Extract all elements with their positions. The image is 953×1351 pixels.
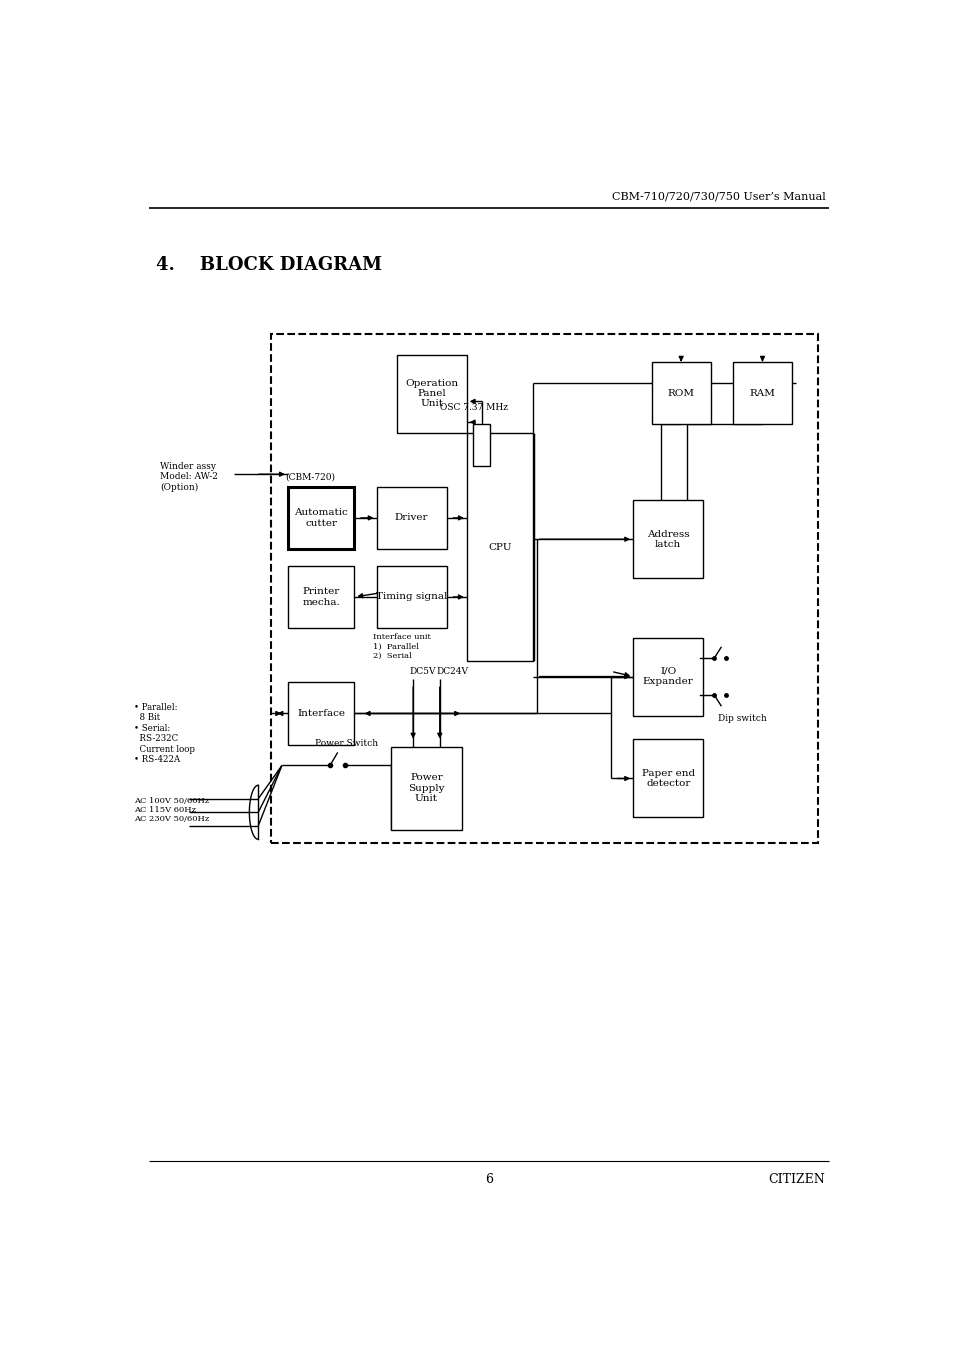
Text: Address
latch: Address latch xyxy=(646,530,689,549)
Text: Interface unit
1)  Parallel
2)  Serial: Interface unit 1) Parallel 2) Serial xyxy=(373,634,430,659)
Text: Dip switch: Dip switch xyxy=(718,713,766,723)
Bar xyxy=(466,432,533,662)
Bar xyxy=(288,566,354,628)
Text: Timing signal: Timing signal xyxy=(375,593,447,601)
Text: OSC 7.37 MHz: OSC 7.37 MHz xyxy=(439,403,508,412)
Text: Driver: Driver xyxy=(395,513,428,523)
Text: 4.    BLOCK DIAGRAM: 4. BLOCK DIAGRAM xyxy=(156,255,382,274)
Text: AC 100V 50/60Hz
AC 115V 60Hz
AC 230V 50/60Hz: AC 100V 50/60Hz AC 115V 60Hz AC 230V 50/… xyxy=(133,797,209,823)
Text: (CBM-720): (CBM-720) xyxy=(285,473,335,481)
Text: Automatic
cutter: Automatic cutter xyxy=(294,508,348,528)
Text: RAM: RAM xyxy=(749,389,775,397)
Text: DC5V: DC5V xyxy=(409,667,436,676)
Bar xyxy=(633,500,702,578)
Text: Paper end
detector: Paper end detector xyxy=(641,769,694,788)
Bar xyxy=(396,354,466,432)
Text: 6: 6 xyxy=(484,1173,493,1186)
Bar xyxy=(472,424,490,466)
Bar xyxy=(391,747,461,830)
Text: DC24V: DC24V xyxy=(436,667,468,676)
Bar xyxy=(376,486,446,549)
Text: CITIZEN: CITIZEN xyxy=(768,1173,824,1186)
Text: CPU: CPU xyxy=(488,543,511,551)
Bar xyxy=(732,362,791,424)
Text: Winder assy
Model: AW-2
(Option): Winder assy Model: AW-2 (Option) xyxy=(160,462,217,492)
Text: Interface: Interface xyxy=(296,709,345,717)
Bar xyxy=(633,739,702,817)
Bar xyxy=(288,682,354,744)
Text: Power
Supply
Unit: Power Supply Unit xyxy=(408,774,444,804)
Text: • Parallel:
  8 Bit
• Serial:
  RS-232C
  Current loop
• RS-422A: • Parallel: 8 Bit • Serial: RS-232C Curr… xyxy=(133,703,194,765)
Text: Printer
mecha.: Printer mecha. xyxy=(302,588,339,607)
Text: CBM-710/720/730/750 User’s Manual: CBM-710/720/730/750 User’s Manual xyxy=(611,192,824,201)
Bar xyxy=(633,638,702,716)
Bar xyxy=(651,362,710,424)
Bar xyxy=(288,486,354,549)
Bar xyxy=(376,566,446,628)
Text: Operation
Panel
Unit: Operation Panel Unit xyxy=(405,378,457,408)
Bar xyxy=(271,334,817,843)
Text: ROM: ROM xyxy=(667,389,694,397)
Text: Power Switch: Power Switch xyxy=(314,739,378,748)
Text: I/O
Expander: I/O Expander xyxy=(642,667,693,686)
